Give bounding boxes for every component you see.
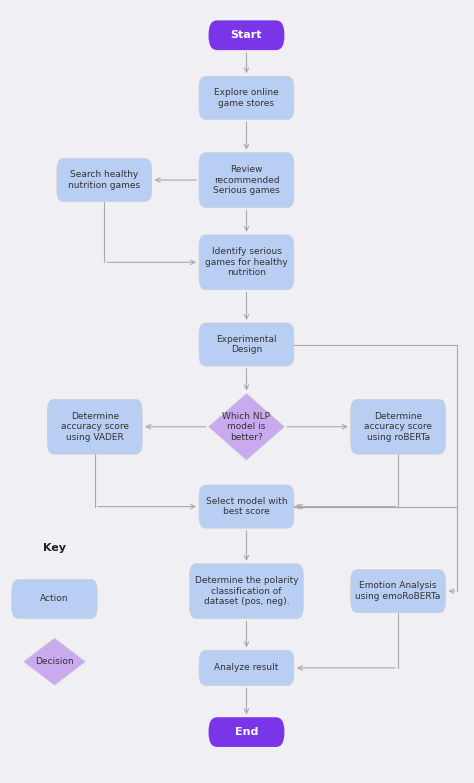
- FancyBboxPatch shape: [209, 717, 284, 747]
- Text: End: End: [235, 727, 258, 737]
- FancyBboxPatch shape: [190, 564, 303, 619]
- Text: Experimental
Design: Experimental Design: [216, 335, 277, 354]
- FancyBboxPatch shape: [199, 650, 294, 686]
- Text: Analyze result: Analyze result: [214, 663, 279, 673]
- FancyBboxPatch shape: [199, 76, 294, 119]
- Text: Determine the polarity
classification of
dataset (pos, neg).: Determine the polarity classification of…: [195, 576, 298, 606]
- FancyBboxPatch shape: [12, 579, 97, 619]
- Text: Identify serious
games for healthy
nutrition: Identify serious games for healthy nutri…: [205, 247, 288, 277]
- FancyBboxPatch shape: [57, 158, 152, 201]
- FancyBboxPatch shape: [199, 323, 294, 366]
- FancyBboxPatch shape: [351, 399, 446, 454]
- Text: Determine
accuracy score
using VADER: Determine accuracy score using VADER: [61, 412, 129, 442]
- Text: Start: Start: [231, 31, 262, 40]
- Text: Emotion Analysis
using emoRoBERTa: Emotion Analysis using emoRoBERTa: [356, 582, 441, 601]
- Text: Explore online
game stores: Explore online game stores: [214, 88, 279, 107]
- FancyBboxPatch shape: [199, 485, 294, 528]
- Polygon shape: [24, 638, 85, 685]
- FancyBboxPatch shape: [199, 153, 294, 207]
- FancyBboxPatch shape: [47, 399, 142, 454]
- FancyBboxPatch shape: [209, 20, 284, 50]
- FancyBboxPatch shape: [199, 235, 294, 290]
- Text: Which NLP
model is
better?: Which NLP model is better?: [222, 412, 271, 442]
- Text: Select model with
best score: Select model with best score: [206, 497, 287, 516]
- Text: Determine
accuracy score
using roBERTa: Determine accuracy score using roBERTa: [364, 412, 432, 442]
- Text: Key: Key: [43, 543, 66, 553]
- Text: Decision: Decision: [35, 657, 74, 666]
- Text: Review
recommended
Serious games: Review recommended Serious games: [213, 165, 280, 195]
- FancyBboxPatch shape: [351, 570, 446, 612]
- Text: Action: Action: [40, 594, 69, 604]
- Text: Search healthy
nutrition games: Search healthy nutrition games: [68, 171, 140, 189]
- Polygon shape: [209, 393, 284, 460]
